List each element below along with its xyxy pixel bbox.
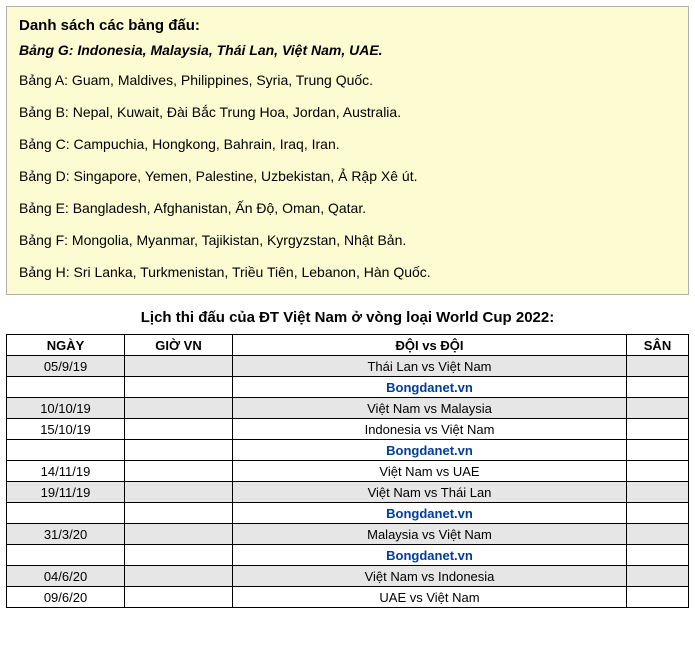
table-row: Bongdanet.vn bbox=[7, 440, 689, 461]
cell-gio bbox=[125, 356, 233, 377]
cell-gio bbox=[125, 566, 233, 587]
groups-title: Danh sách các bảng đấu: bbox=[19, 17, 676, 34]
table-row: 14/11/19 Việt Nam vs UAE bbox=[7, 461, 689, 482]
cell-san bbox=[627, 587, 689, 608]
schedule-title: Lịch thi đấu của ĐT Việt Nam ở vòng loại… bbox=[6, 309, 689, 326]
promo-cell[interactable]: Bongdanet.vn bbox=[233, 545, 627, 566]
group-line: Bảng E: Bangladesh, Afghanistan, Ấn Độ, … bbox=[19, 200, 676, 216]
cell-gio bbox=[125, 524, 233, 545]
cell-san bbox=[627, 503, 689, 524]
cell-gio bbox=[125, 419, 233, 440]
header-doi: ĐỘI vs ĐỘI bbox=[233, 335, 627, 356]
cell-doi: Indonesia vs Việt Nam bbox=[233, 419, 627, 440]
table-row: 05/9/19 Thái Lan vs Việt Nam bbox=[7, 356, 689, 377]
cell-san bbox=[627, 524, 689, 545]
header-ngay: NGÀY bbox=[7, 335, 125, 356]
group-line: Bảng A: Guam, Maldives, Philippines, Syr… bbox=[19, 72, 676, 88]
cell-doi: Việt Nam vs Thái Lan bbox=[233, 482, 627, 503]
table-row: 10/10/19 Việt Nam vs Malaysia bbox=[7, 398, 689, 419]
promo-cell[interactable]: Bongdanet.vn bbox=[233, 377, 627, 398]
cell-doi: Malaysia vs Việt Nam bbox=[233, 524, 627, 545]
cell-ngay: 09/6/20 bbox=[7, 587, 125, 608]
cell-san bbox=[627, 482, 689, 503]
schedule-table: NGÀY GIỜ VN ĐỘI vs ĐỘI SÂN 05/9/19 Thái L… bbox=[6, 334, 689, 608]
group-line: Bảng B: Nepal, Kuwait, Đài Bắc Trung Hoa… bbox=[19, 104, 676, 120]
table-row: 19/11/19 Việt Nam vs Thái Lan bbox=[7, 482, 689, 503]
groups-panel: Danh sách các bảng đấu: Bảng G: Indonesi… bbox=[6, 6, 689, 295]
group-line: Bảng H: Sri Lanka, Turkmenistan, Triều T… bbox=[19, 264, 676, 280]
cell-ngay: 05/9/19 bbox=[7, 356, 125, 377]
table-row: 09/6/20 UAE vs Việt Nam bbox=[7, 587, 689, 608]
cell-ngay bbox=[7, 377, 125, 398]
cell-ngay: 14/11/19 bbox=[7, 461, 125, 482]
cell-san bbox=[627, 356, 689, 377]
cell-ngay: 15/10/19 bbox=[7, 419, 125, 440]
cell-doi: Việt Nam vs Malaysia bbox=[233, 398, 627, 419]
cell-ngay: 04/6/20 bbox=[7, 566, 125, 587]
group-highlight: Bảng G: Indonesia, Malaysia, Thái Lan, V… bbox=[19, 42, 676, 58]
cell-san bbox=[627, 545, 689, 566]
cell-doi: Việt Nam vs Indonesia bbox=[233, 566, 627, 587]
table-row: 15/10/19 Indonesia vs Việt Nam bbox=[7, 419, 689, 440]
cell-ngay: 19/11/19 bbox=[7, 482, 125, 503]
cell-san bbox=[627, 440, 689, 461]
cell-ngay bbox=[7, 503, 125, 524]
table-row: 31/3/20 Malaysia vs Việt Nam bbox=[7, 524, 689, 545]
cell-ngay: 10/10/19 bbox=[7, 398, 125, 419]
header-gio: GIỜ VN bbox=[125, 335, 233, 356]
cell-ngay bbox=[7, 545, 125, 566]
promo-cell[interactable]: Bongdanet.vn bbox=[233, 440, 627, 461]
table-row: Bongdanet.vn bbox=[7, 545, 689, 566]
cell-gio bbox=[125, 545, 233, 566]
cell-gio bbox=[125, 503, 233, 524]
cell-gio bbox=[125, 461, 233, 482]
cell-doi: Việt Nam vs UAE bbox=[233, 461, 627, 482]
cell-ngay: 31/3/20 bbox=[7, 524, 125, 545]
cell-san bbox=[627, 377, 689, 398]
promo-cell[interactable]: Bongdanet.vn bbox=[233, 503, 627, 524]
table-header-row: NGÀY GIỜ VN ĐỘI vs ĐỘI SÂN bbox=[7, 335, 689, 356]
table-row: 04/6/20 Việt Nam vs Indonesia bbox=[7, 566, 689, 587]
cell-san bbox=[627, 461, 689, 482]
cell-san bbox=[627, 398, 689, 419]
cell-gio bbox=[125, 398, 233, 419]
cell-san bbox=[627, 566, 689, 587]
cell-gio bbox=[125, 482, 233, 503]
cell-doi: Thái Lan vs Việt Nam bbox=[233, 356, 627, 377]
table-row: Bongdanet.vn bbox=[7, 503, 689, 524]
table-row: Bongdanet.vn bbox=[7, 377, 689, 398]
cell-gio bbox=[125, 440, 233, 461]
cell-ngay bbox=[7, 440, 125, 461]
cell-gio bbox=[125, 587, 233, 608]
group-line: Bảng C: Campuchia, Hongkong, Bahrain, Ir… bbox=[19, 136, 676, 152]
cell-doi: UAE vs Việt Nam bbox=[233, 587, 627, 608]
header-san: SÂN bbox=[627, 335, 689, 356]
cell-gio bbox=[125, 377, 233, 398]
group-line: Bảng F: Mongolia, Myanmar, Tajikistan, K… bbox=[19, 232, 676, 248]
group-line: Bảng D: Singapore, Yemen, Palestine, Uzb… bbox=[19, 168, 676, 184]
cell-san bbox=[627, 419, 689, 440]
